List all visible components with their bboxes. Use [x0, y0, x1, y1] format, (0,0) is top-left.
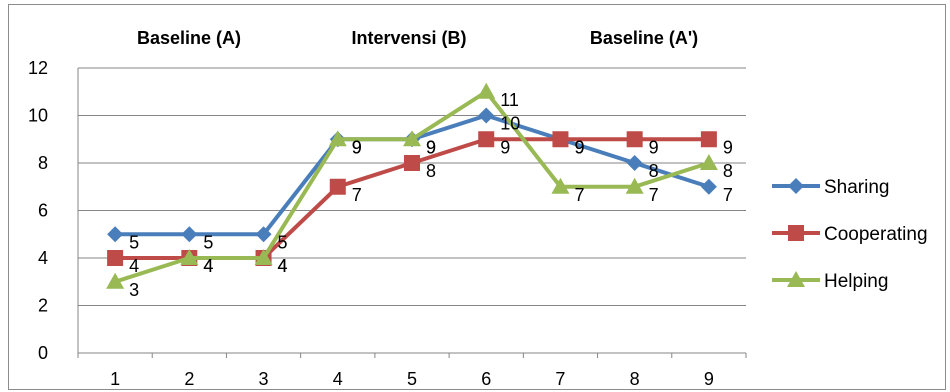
legend-marker-cooperating [788, 225, 804, 241]
y-tick-label: 8 [38, 153, 48, 173]
data-point-helping [403, 130, 421, 147]
data-label-helping: 4 [278, 256, 288, 276]
data-point-sharing [181, 226, 198, 243]
legend-marker-helping [787, 271, 805, 287]
data-label-sharing: 5 [129, 232, 139, 252]
y-tick-label: 12 [28, 58, 48, 78]
data-point-helping [328, 130, 347, 147]
data-point-cooperating [107, 250, 124, 266]
data-label-helping: 3 [129, 280, 139, 300]
x-axis: 1 2 3 4 5 6 7 8 9 [77, 352, 747, 389]
data-label-sharing: 9 [426, 137, 436, 157]
data-label-cooperating: 9 [723, 137, 733, 157]
data-label-helping: 8 [723, 161, 733, 181]
phase-label-baseline-a: Baseline (A) [137, 28, 241, 48]
y-tick-label: 2 [38, 296, 48, 316]
data-label-helping: 7 [649, 185, 659, 205]
x-tick-label: 8 [630, 369, 640, 389]
data-point-sharing [478, 107, 495, 124]
series-cooperating [107, 131, 717, 266]
data-point-cooperating [626, 131, 643, 148]
data-point-helping [254, 249, 273, 265]
data-point-helping [625, 177, 644, 194]
data-point-cooperating [329, 178, 346, 195]
x-tick-label: 7 [555, 369, 565, 389]
phase-label-intervensi-b: Intervensi (B) [351, 28, 466, 48]
data-label-sharing: 5 [203, 232, 213, 252]
data-point-sharing [255, 226, 272, 243]
x-tick-label: 5 [407, 369, 417, 389]
legend-label-helping: Helping [824, 271, 888, 292]
x-tick-label: 2 [184, 369, 194, 389]
data-label-cooperating: 4 [129, 256, 139, 276]
data-point-cooperating [552, 131, 569, 148]
gridlines [78, 67, 746, 306]
data-label-helping: 9 [426, 137, 436, 157]
data-label-sharing: 9 [352, 137, 362, 157]
series-helping [106, 82, 718, 289]
data-label-cooperating: 9 [500, 137, 510, 157]
data-point-cooperating [404, 155, 420, 171]
data-label-cooperating: 9 [574, 137, 584, 157]
series-sharing [107, 107, 717, 243]
data-point-helping [699, 154, 718, 170]
data-label-helping: 11 [500, 90, 519, 110]
legend-item-helping: Helping [772, 271, 888, 292]
data-label-sharing: 8 [649, 161, 659, 181]
data-point-sharing [107, 226, 124, 243]
data-point-helping [551, 177, 570, 194]
y-tick-label: 4 [38, 248, 48, 268]
phase-label-baseline-a-prime: Baseline (A') [590, 28, 698, 48]
data-label-sharing: 9 [574, 137, 584, 157]
y-tick-label: 0 [38, 343, 48, 363]
x-tick-label: 4 [333, 369, 343, 389]
x-tick-label: 1 [110, 369, 120, 389]
legend: Sharing Cooperating Helping [772, 177, 928, 292]
data-point-helping [180, 249, 199, 265]
data-label-cooperating: 9 [649, 137, 659, 157]
x-tick-label: 6 [481, 369, 491, 389]
y-tick-label: 6 [38, 201, 48, 221]
legend-item-sharing: Sharing [772, 177, 890, 198]
data-point-sharing [626, 155, 643, 171]
x-tick-label: 3 [259, 369, 269, 389]
data-label-sharing: 7 [723, 185, 733, 205]
data-point-helping [106, 272, 125, 289]
data-label-cooperating: 7 [352, 185, 362, 205]
phase-labels: Baseline (A) Intervensi (B) Baseline (A'… [137, 28, 698, 48]
legend-label-sharing: Sharing [824, 177, 890, 198]
data-label-cooperating: 4 [278, 256, 288, 276]
data-label-helping: 7 [574, 185, 584, 205]
y-axis: 0 2 4 6 8 10 12 [28, 58, 79, 363]
data-label-cooperating: 4 [203, 256, 213, 276]
y-tick-label: 10 [28, 106, 48, 126]
data-label-sharing: 5 [278, 232, 288, 252]
legend-label-cooperating: Cooperating [824, 224, 928, 245]
data-label-helping: 9 [352, 137, 362, 157]
data-label-cooperating: 8 [426, 161, 436, 181]
chart-frame [8, 4, 946, 390]
x-tick-label: 9 [704, 369, 714, 389]
series-line-helping [114, 89, 710, 284]
series-layer [106, 82, 718, 289]
data-label-sharing: 10 [500, 114, 520, 134]
data-point-cooperating [700, 131, 717, 148]
legend-marker-sharing [788, 178, 804, 194]
data-point-cooperating [478, 131, 495, 148]
legend-item-cooperating: Cooperating [772, 224, 928, 245]
data-label-helping: 4 [203, 256, 213, 276]
data-point-helping [477, 82, 496, 99]
data-point-sharing [700, 178, 717, 195]
